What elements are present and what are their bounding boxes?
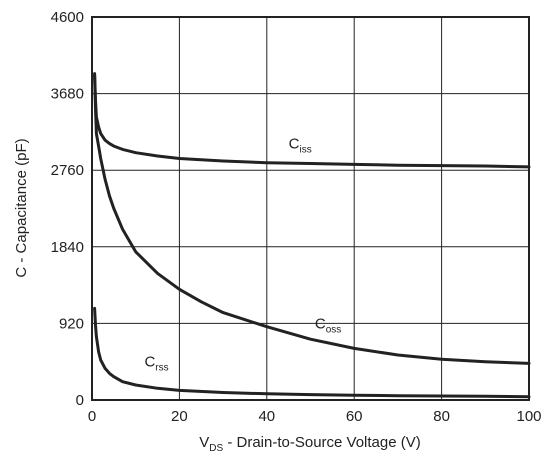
x-tick-label: 20 bbox=[171, 408, 188, 425]
series-ciss-label: Ciss bbox=[289, 136, 312, 156]
x-tick-label: 40 bbox=[258, 408, 275, 425]
y-tick-label: 1840 bbox=[51, 239, 84, 256]
y-tick-labels: 0 920 1840 2760 3680 4600 bbox=[51, 9, 84, 409]
x-tick-label: 0 bbox=[88, 408, 96, 425]
series-crss-label: Crss bbox=[144, 354, 168, 374]
series-coss-line bbox=[93, 73, 531, 365]
curves bbox=[93, 72, 531, 399]
grid bbox=[92, 17, 529, 400]
x-axis-label-main: V bbox=[199, 434, 209, 451]
x-axis-label: VDS - Drain-to-Source Voltage (V) bbox=[199, 434, 421, 454]
y-tick-label: 920 bbox=[59, 315, 84, 332]
x-tick-labels: 0 20 40 60 80 100 bbox=[88, 408, 542, 425]
y-tick-label: 3680 bbox=[51, 86, 84, 103]
y-tick-label: 4600 bbox=[51, 9, 84, 26]
x-tick-label: 60 bbox=[346, 408, 363, 425]
y-tick-label: 0 bbox=[76, 392, 84, 409]
curve-labels: Ciss Coss Crss bbox=[144, 136, 341, 374]
series-ciss-line bbox=[93, 72, 531, 169]
x-axis-label-sub: DS bbox=[209, 443, 223, 454]
x-tick-label: 100 bbox=[516, 408, 541, 425]
x-axis-label-rest: - Drain-to-Source Voltage (V) bbox=[223, 434, 421, 451]
y-axis-label: C - Capacitance (pF) bbox=[13, 138, 30, 277]
series-crss-line bbox=[93, 306, 531, 399]
x-tick-label: 80 bbox=[433, 408, 450, 425]
plot-frame bbox=[91, 16, 530, 401]
y-tick-label: 2760 bbox=[51, 162, 84, 179]
series-coss-label: Coss bbox=[315, 315, 341, 335]
